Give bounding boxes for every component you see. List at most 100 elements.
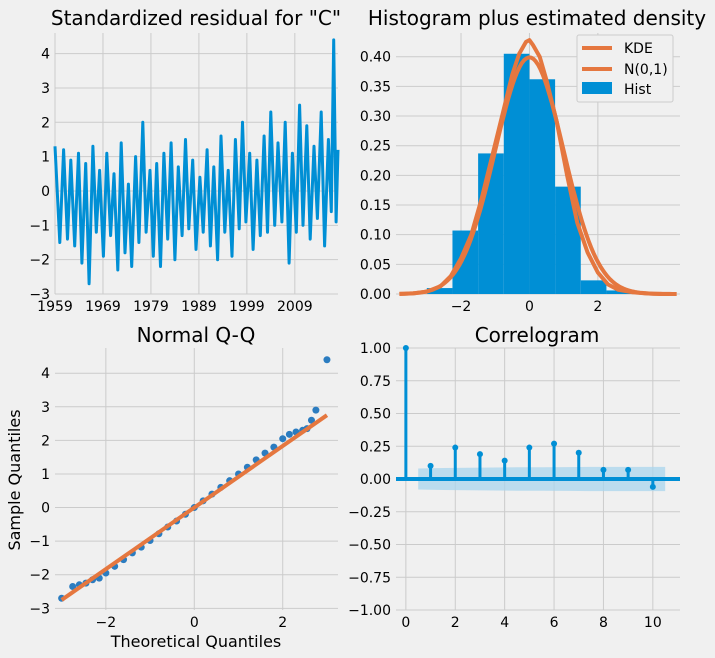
acf-ytick-label: 0.75 [360, 374, 391, 390]
hist-ytick-label: 0.10 [360, 228, 391, 244]
qq-ytick-label: 0 [41, 501, 50, 517]
qq-ytick-label: 3 [41, 400, 50, 416]
hist-xtick-label: 2 [593, 299, 602, 315]
qq-ytick-label: −1 [29, 534, 50, 550]
resid-xtick-label: 1999 [229, 299, 265, 315]
qq-ytick-label: 1 [41, 467, 50, 483]
legend-normal-label: N(0,1) [624, 62, 668, 78]
qq-point [285, 430, 293, 438]
qq-title: Normal Q-Q [137, 323, 256, 347]
hist-xtick-label: 0 [525, 299, 534, 315]
acf-xtick-label: 8 [599, 615, 608, 631]
acf-xtick-label: 0 [401, 615, 410, 631]
acf-series [396, 345, 680, 492]
qq-xtick-label: 2 [278, 615, 287, 631]
acf-ytick-label: −0.25 [348, 505, 391, 521]
acf-marker [402, 345, 409, 351]
hist-bar [452, 230, 479, 294]
resid-title: Standardized residual for "C" [51, 6, 341, 30]
hist-ytick-label: 0.35 [360, 79, 391, 95]
resid-ticks: 1959 1969 1979 1989 1999 2009 −3 −2 −1 0 1 2 3 4 [29, 47, 312, 315]
qq-panel: −2 0 2 −3 −2 −1 0 1 2 3 4 Normal Q-Q Theoretical Q… [5, 323, 338, 651]
acf-xtick-label: 6 [550, 615, 559, 631]
resid-panel: 1959 1969 1979 1989 1999 2009 −3 −2 −1 0 1 2 3 4 Stan… [29, 6, 341, 315]
hist-ytick-label: 0.40 [360, 50, 391, 66]
qq-xlabel: Theoretical Quantiles [110, 632, 282, 651]
acf-title: Correlogram [475, 323, 600, 347]
acf-ytick-label: −1.00 [348, 603, 391, 619]
qq-xtick-label: −2 [96, 615, 117, 631]
acf-marker [575, 449, 582, 456]
acf-ytick-label: 0.00 [360, 472, 391, 488]
hist-series [399, 38, 677, 296]
resid-xtick-label: 1979 [133, 299, 169, 315]
acf-xtick-label: 2 [451, 615, 460, 631]
hist-panel: −2 0 2 0.00 0.05 0.10 0.15 0.20 0.25 0.30 0.35 0.40… [360, 6, 706, 315]
legend-hist-swatch [582, 82, 612, 94]
acf-marker [625, 466, 632, 473]
hist-ytick-label: 0.25 [360, 139, 391, 155]
resid-ytick-label: 2 [41, 115, 50, 131]
hist-bar [606, 290, 633, 294]
qq-series [58, 356, 331, 602]
acf-ytick-label: −0.75 [348, 570, 391, 586]
acf-ytick-label: 0.25 [360, 439, 391, 455]
hist-ytick-label: 0.00 [360, 287, 391, 303]
resid-xtick-label: 1989 [181, 299, 217, 315]
acf-marker [551, 440, 558, 447]
qq-grid [55, 348, 338, 610]
acf-ticks: 0 2 4 6 8 10 −1.00 −0.75 −0.50 −0.25 0.00 0.25 0.50 0… [348, 341, 662, 631]
resid-ytick-label: 1 [41, 150, 50, 166]
qq-ytick-label: 4 [41, 366, 50, 382]
acf-ytick-label: 0.50 [360, 407, 391, 423]
resid-series [53, 38, 340, 286]
hist-ytick-label: 0.15 [360, 198, 391, 214]
qq-point [279, 435, 287, 443]
acf-panel: 0 2 4 6 8 10 −1.00 −0.75 −0.50 −0.25 0.00 0.25 0.50 0… [348, 323, 680, 631]
hist-bar [478, 153, 504, 294]
acf-marker [427, 462, 434, 469]
resid-ytick-label: 3 [41, 81, 50, 97]
acf-ytick-label: 1.00 [360, 341, 391, 357]
qq-point [307, 416, 315, 424]
resid-xtick-label: 1969 [85, 299, 121, 315]
acf-marker [526, 444, 533, 451]
resid-ytick-label: 0 [41, 184, 50, 200]
normal-line [399, 55, 677, 296]
qq-ytick-label: −3 [29, 601, 50, 617]
resid-ytick-label: −2 [29, 253, 50, 269]
hist-bar [529, 79, 556, 294]
hist-legend: KDE N(0,1) Hist [576, 34, 674, 103]
acf-marker [600, 466, 607, 473]
resid-line [53, 38, 340, 286]
qq-xtick-label: 0 [190, 615, 199, 631]
acf-marker [649, 483, 656, 490]
hist-ticks: −2 0 2 0.00 0.05 0.10 0.15 0.20 0.25 0.30 0.35 0.40 [360, 50, 603, 315]
resid-ytick-label: 4 [41, 47, 50, 63]
acf-xtick-label: 10 [644, 615, 662, 631]
hist-ytick-label: 0.30 [360, 109, 391, 125]
legend-hist-label: Hist [624, 82, 652, 98]
resid-xtick-label: 1959 [37, 299, 73, 315]
resid-xtick-label: 2009 [277, 299, 313, 315]
hist-ytick-label: 0.05 [360, 257, 391, 273]
acf-ytick-label: −0.50 [348, 538, 391, 554]
legend-kde-label: KDE [624, 41, 653, 57]
hist-ytick-label: 0.20 [360, 168, 391, 184]
qq-point [69, 582, 77, 590]
qq-point [323, 356, 331, 364]
acf-marker [501, 457, 508, 464]
acf-xtick-label: 4 [500, 615, 509, 631]
hist-title: Histogram plus estimated density [368, 6, 706, 30]
hist-bar [580, 280, 607, 294]
hist-xtick-label: −2 [451, 299, 472, 315]
qq-ytick-label: −2 [29, 568, 50, 584]
acf-marker [476, 451, 483, 458]
qq-ticks: −2 0 2 −3 −2 −1 0 1 2 3 4 [29, 366, 287, 631]
qq-point [312, 406, 320, 414]
acf-marker [452, 444, 459, 451]
qq-ylabel: Sample Quantiles [5, 409, 24, 550]
resid-ytick-label: −1 [29, 218, 50, 234]
